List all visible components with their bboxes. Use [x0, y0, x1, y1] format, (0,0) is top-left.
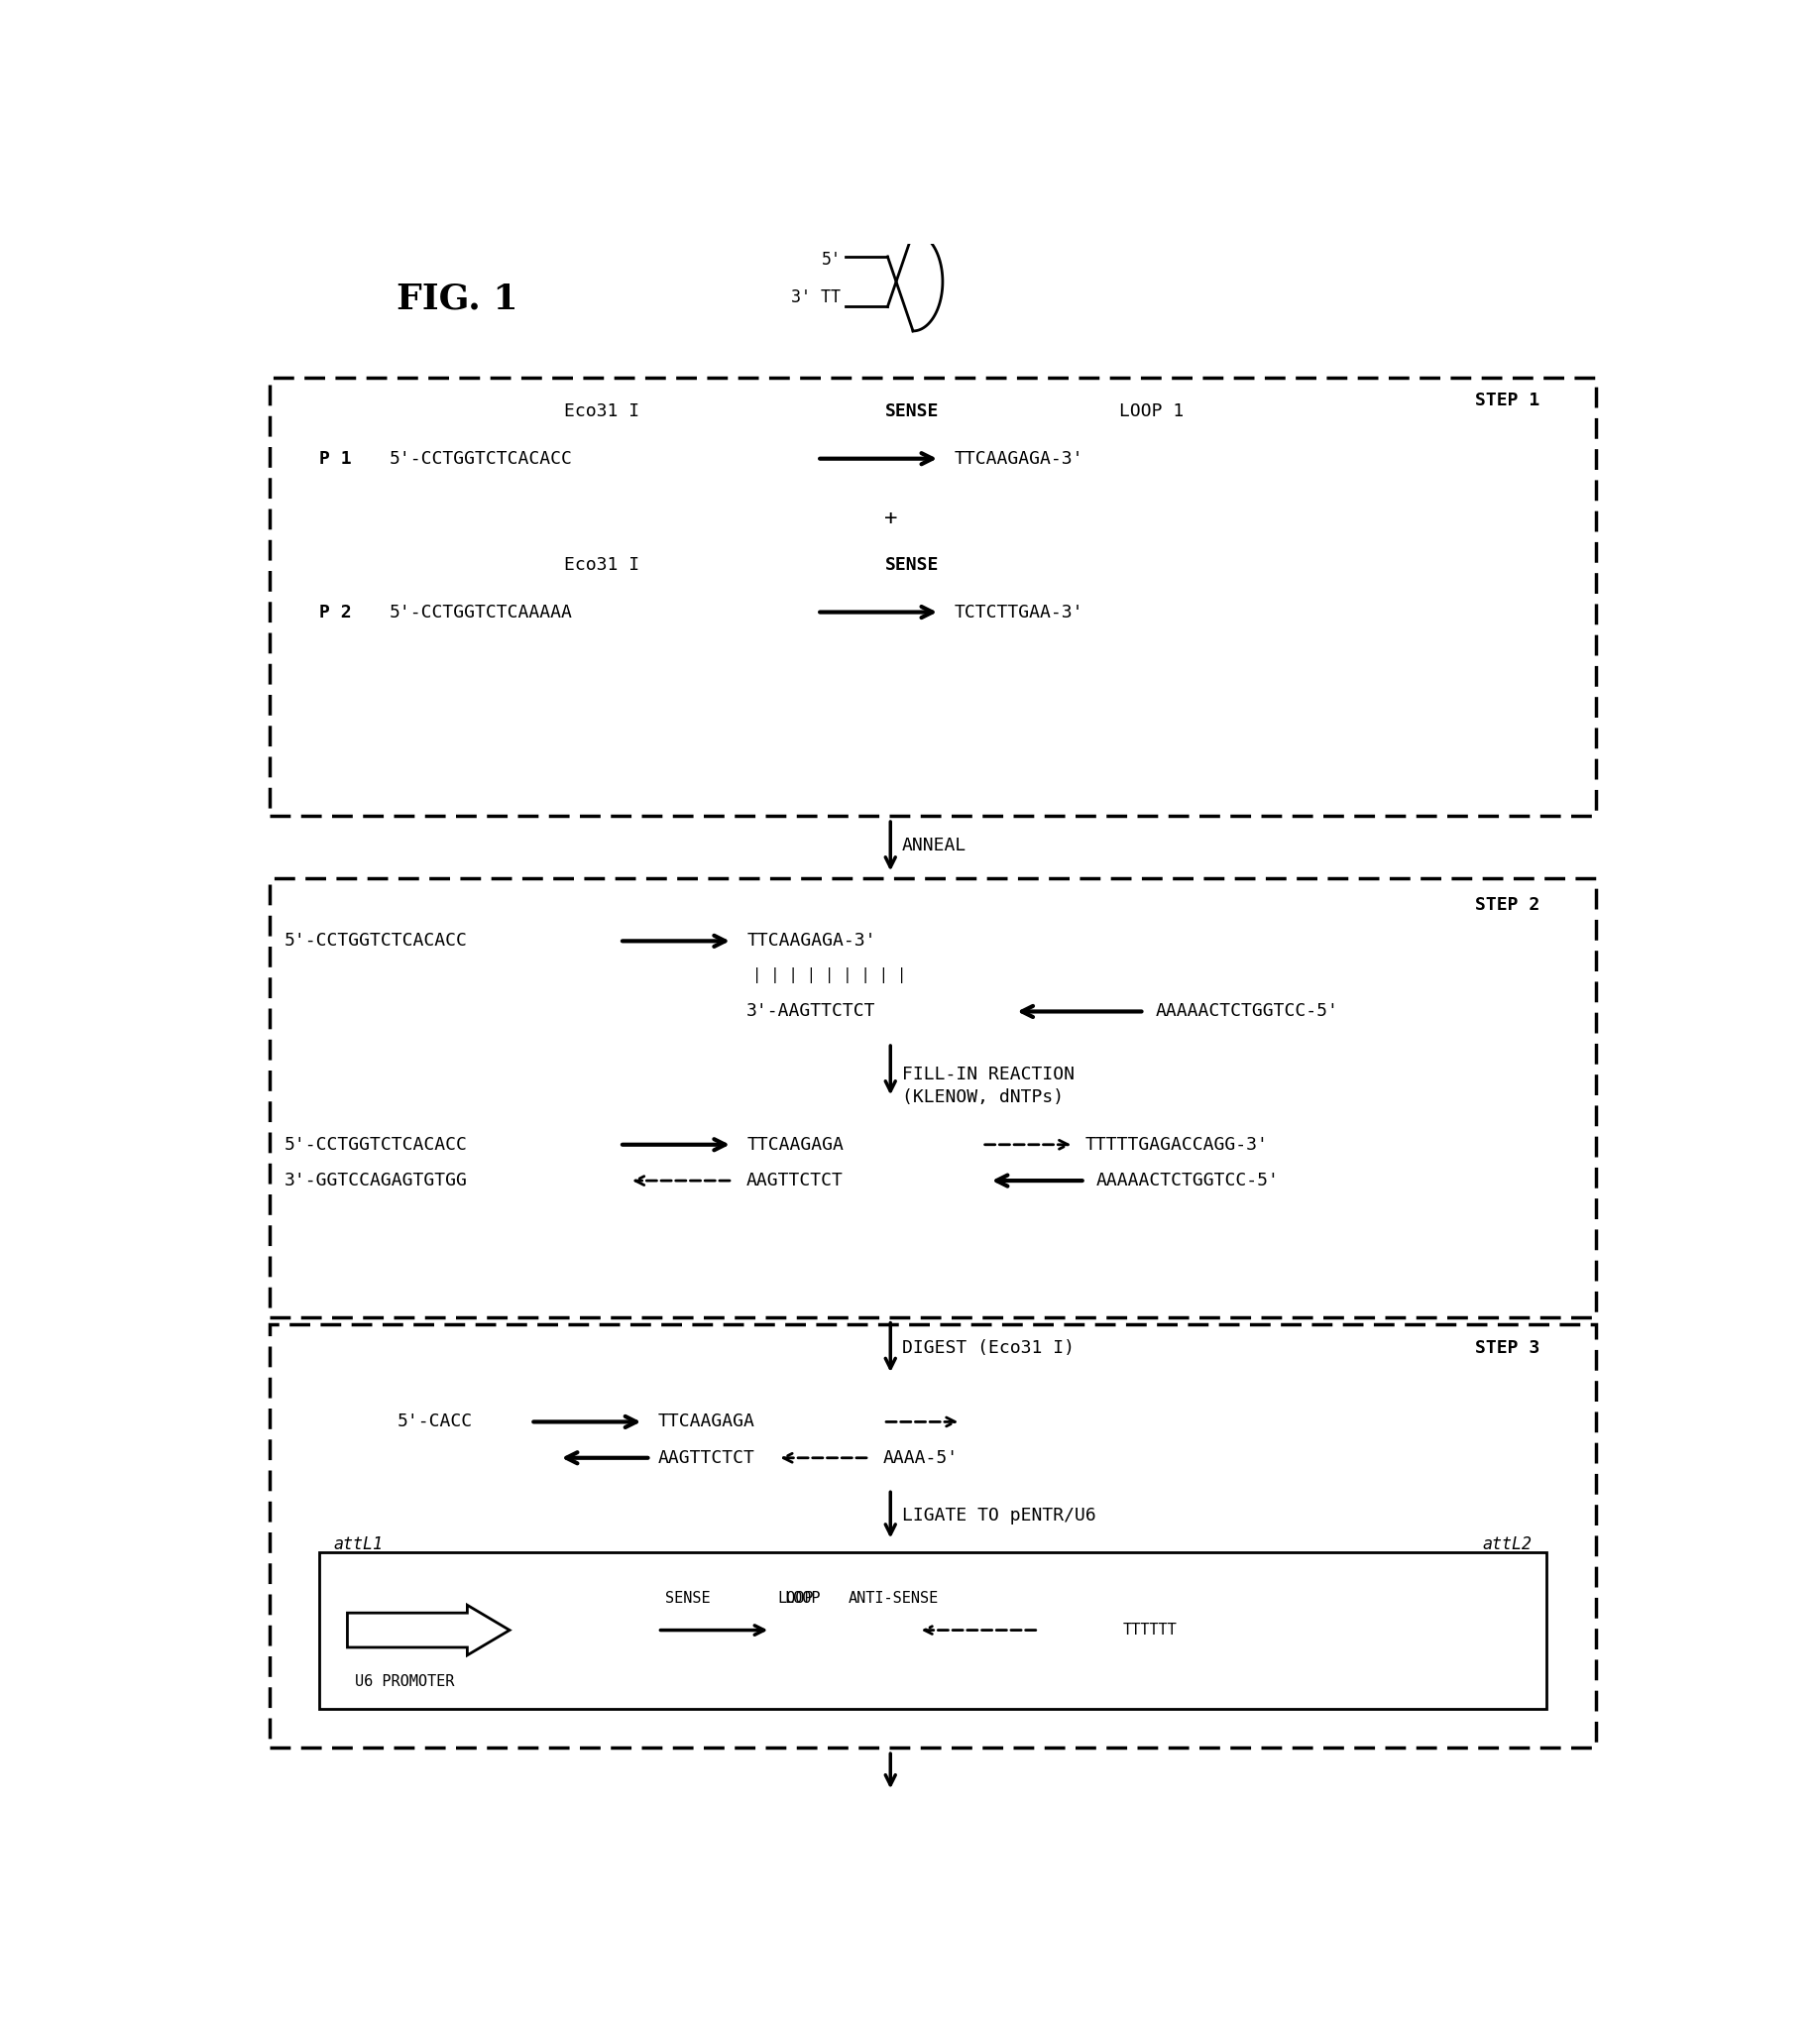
Text: DIGEST (Eco31 I): DIGEST (Eco31 I) [901, 1338, 1074, 1357]
Text: | | | | | | | | |: | | | | | | | | | [752, 968, 906, 982]
Text: 3'-AAGTTCTCT: 3'-AAGTTCTCT [746, 1003, 875, 1021]
Text: 5': 5' [821, 250, 841, 268]
Text: attL2: attL2 [1483, 1536, 1532, 1552]
Text: P 1: P 1 [318, 450, 351, 468]
Text: 5'-CCTGGTCTCACACC: 5'-CCTGGTCTCACACC [389, 450, 573, 468]
Text: STEP 1: STEP 1 [1474, 393, 1540, 409]
Text: STEP 3: STEP 3 [1474, 1338, 1540, 1357]
Text: TTTTTT: TTTTTT [1123, 1623, 1178, 1637]
Text: STEP 2: STEP 2 [1474, 897, 1540, 913]
Text: P 2: P 2 [318, 604, 351, 620]
Text: TTCAAGAGA-3': TTCAAGAGA-3' [746, 932, 875, 950]
Text: FILL-IN REACTION: FILL-IN REACTION [901, 1066, 1074, 1082]
Text: TTTTTGAGACCAGG-3': TTTTTGAGACCAGG-3' [1085, 1135, 1269, 1153]
Text: 3' TT: 3' TT [792, 289, 841, 307]
Text: TTCAAGAGA: TTCAAGAGA [746, 1135, 844, 1153]
Text: 5'-CCTGGTCTCACACC: 5'-CCTGGTCTCACACC [284, 1135, 468, 1153]
Text: LIGATE TO pENTR/U6: LIGATE TO pENTR/U6 [901, 1507, 1096, 1526]
Text: U6 PROMOTER: U6 PROMOTER [355, 1674, 453, 1690]
Text: 3'-GGTCCAGAGTGTGG: 3'-GGTCCAGAGTGTGG [284, 1172, 468, 1190]
Text: SENSE: SENSE [664, 1591, 710, 1607]
Text: SENSE: SENSE [885, 403, 939, 421]
Bar [269, 879, 1596, 1316]
Text: AAGTTCTCT: AAGTTCTCT [657, 1448, 755, 1467]
Text: TTCAAGAGA-3': TTCAAGAGA-3' [954, 450, 1083, 468]
FancyArrow shape [348, 1605, 510, 1656]
Text: TCTCTTGAA-3': TCTCTTGAA-3' [954, 604, 1083, 620]
Text: AAGTTCTCT: AAGTTCTCT [746, 1172, 844, 1190]
Text: +: + [885, 508, 897, 529]
Text: ANNEAL: ANNEAL [901, 836, 966, 854]
Text: SENSE: SENSE [885, 555, 939, 574]
Text: (KLENOW, dNTPs): (KLENOW, dNTPs) [901, 1088, 1063, 1106]
Text: LOOP: LOOP [784, 1591, 821, 1607]
Bar [269, 1324, 1596, 1747]
Text: Eco31 I: Eco31 I [564, 403, 639, 421]
Text: 5'-CACC: 5'-CACC [397, 1414, 471, 1430]
Text: attL1: attL1 [333, 1536, 382, 1552]
Text: ANTI-SENSE: ANTI-SENSE [848, 1591, 939, 1607]
Text: FIG. 1: FIG. 1 [397, 283, 519, 315]
Text: AAAA-5': AAAA-5' [883, 1448, 959, 1467]
Text: 5'-CCTGGTCTCACACC: 5'-CCTGGTCTCACACC [284, 932, 468, 950]
Bar [269, 376, 1596, 816]
Text: 5'-CCTGGTCTCAAAAA: 5'-CCTGGTCTCAAAAA [389, 604, 573, 620]
Bar [318, 1552, 1547, 1709]
Text: LOOP 1: LOOP 1 [1119, 403, 1183, 421]
Text: TTCAAGAGA: TTCAAGAGA [657, 1414, 755, 1430]
Text: AAAAACTCTGGTCC-5': AAAAACTCTGGTCC-5' [1096, 1172, 1279, 1190]
Text: Eco31 I: Eco31 I [564, 555, 639, 574]
Text: LOOP: LOOP [777, 1591, 814, 1607]
Text: AAAAACTCTGGTCC-5': AAAAACTCTGGTCC-5' [1156, 1003, 1340, 1021]
